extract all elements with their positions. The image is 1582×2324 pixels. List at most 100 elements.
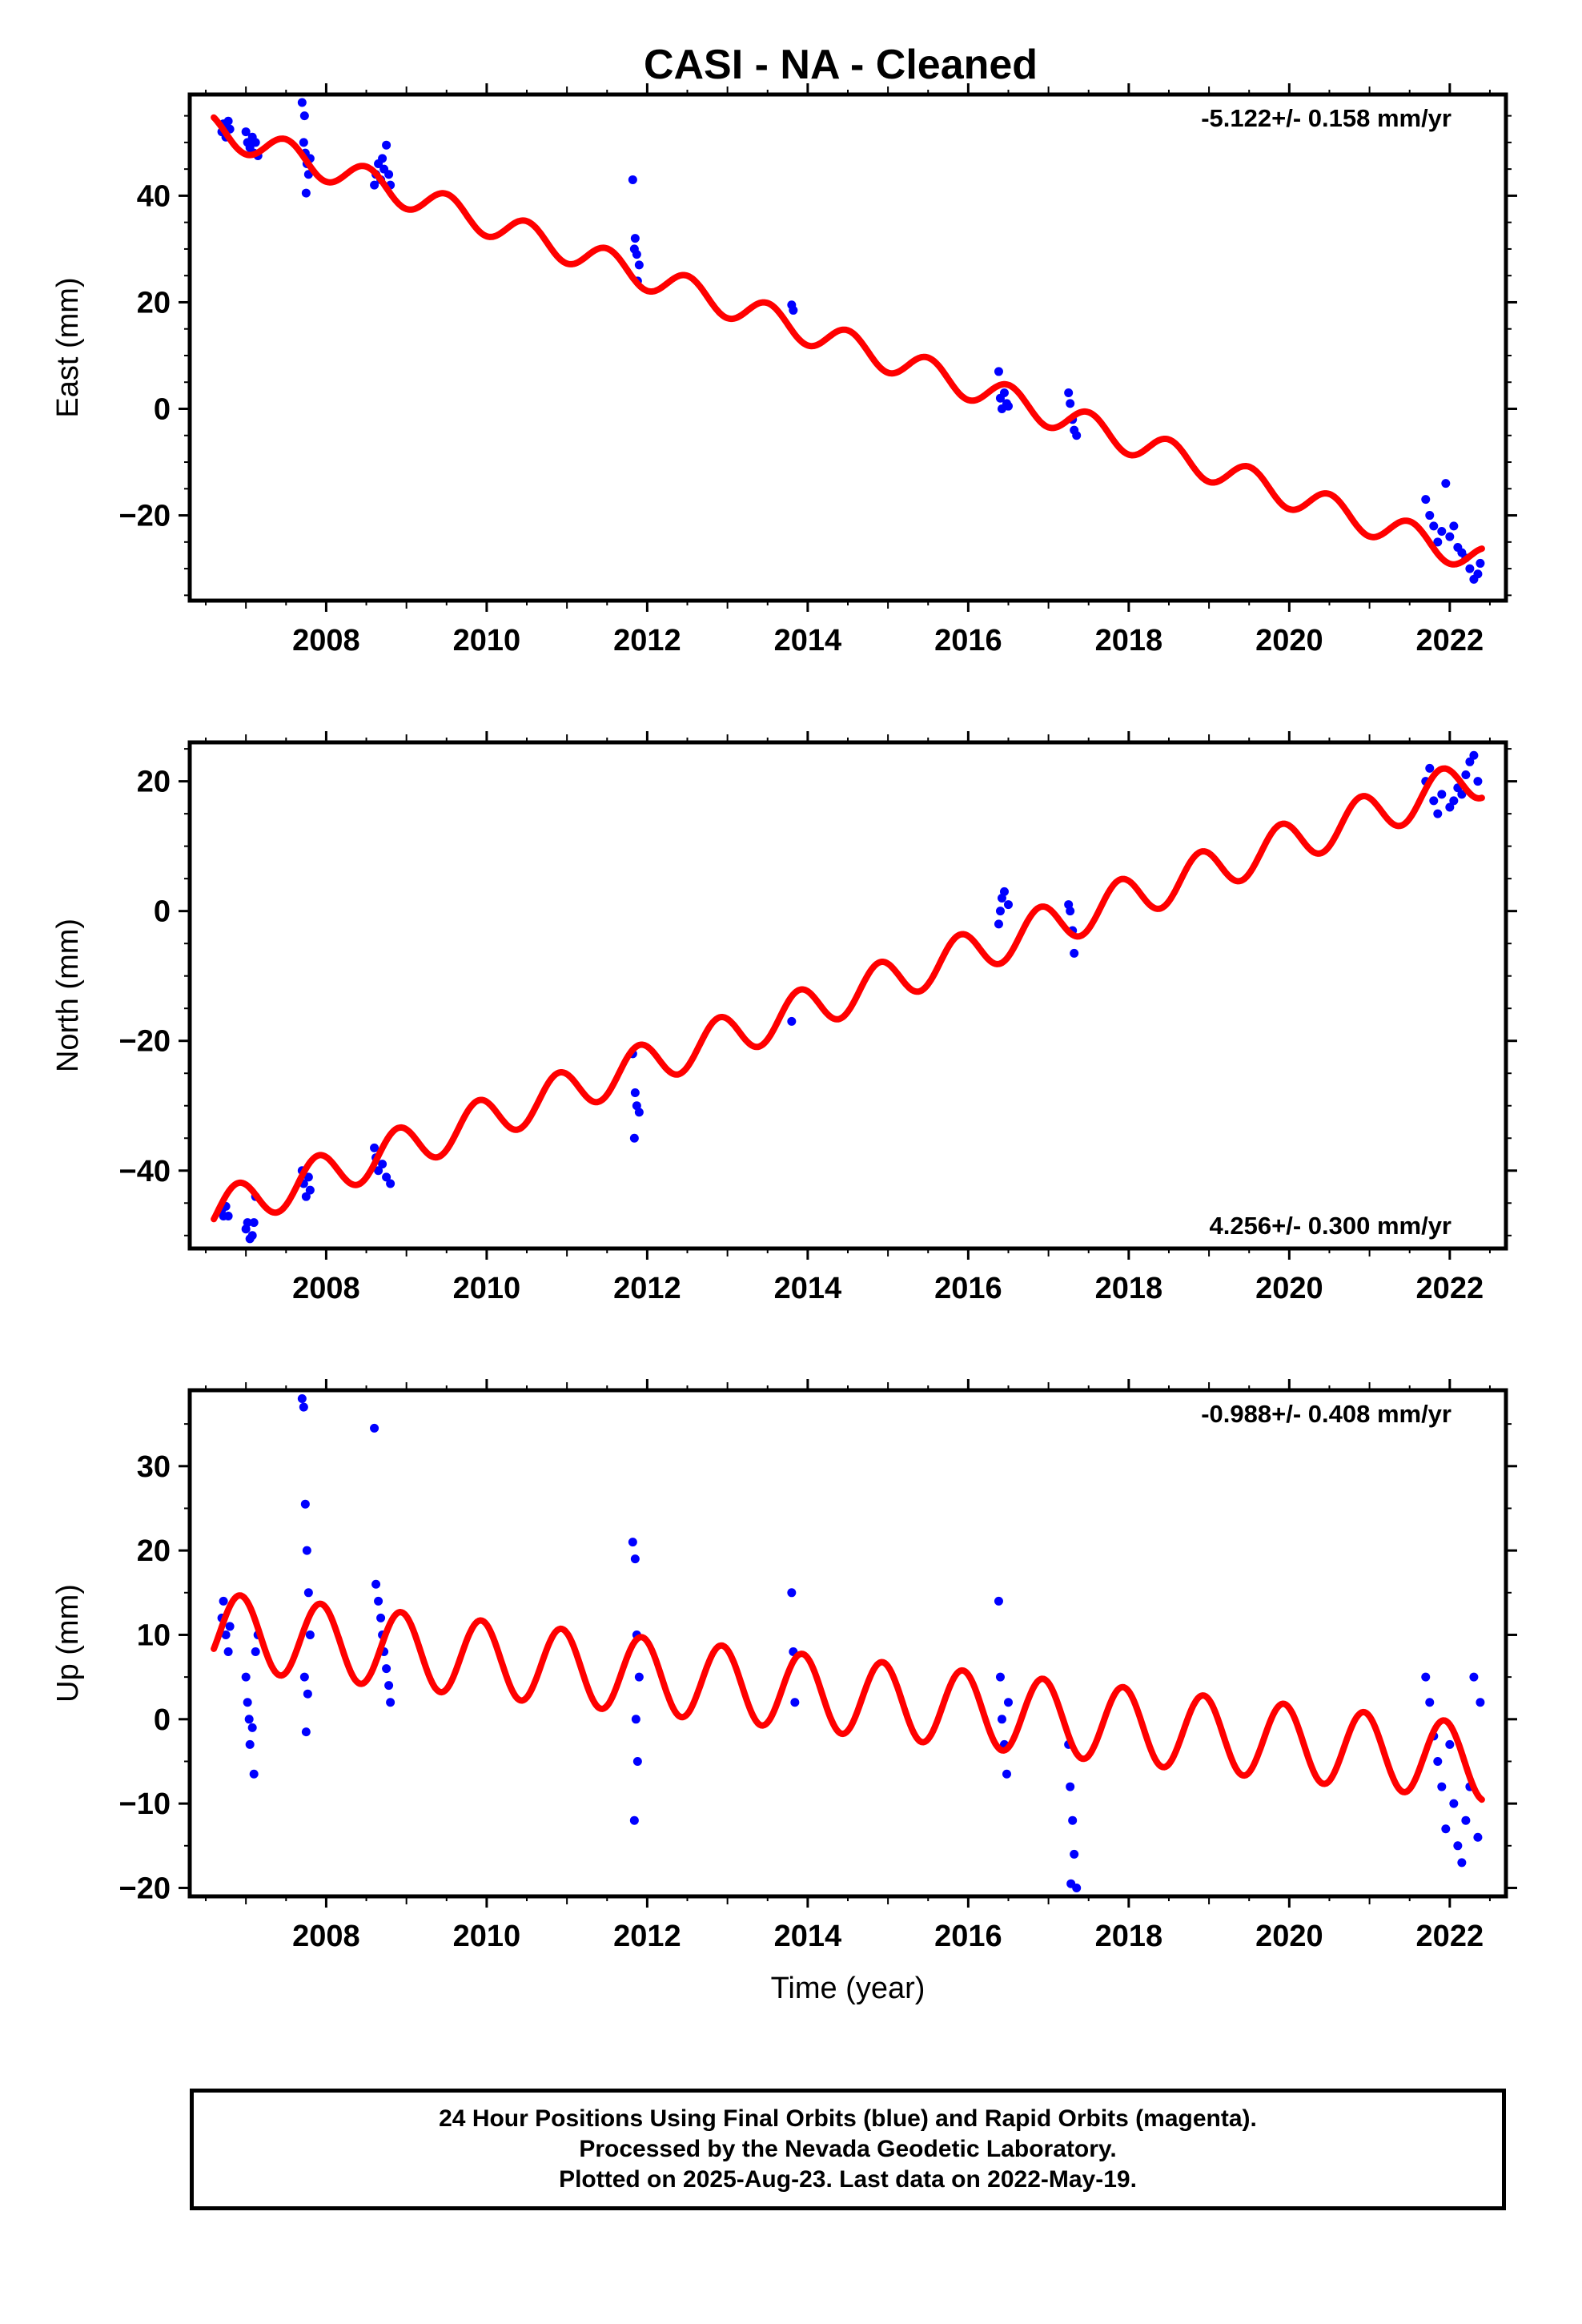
x-tick-label: 2014 xyxy=(774,624,842,657)
data-point xyxy=(994,367,1003,376)
data-point xyxy=(630,1554,640,1564)
data-point xyxy=(1473,777,1483,786)
data-point xyxy=(634,1108,644,1117)
data-point xyxy=(1433,809,1443,818)
data-point xyxy=(1457,1858,1467,1868)
y-axis-label: East (mm) xyxy=(51,277,85,417)
footer-line-dates: Plotted on 2025-Aug-23. Last data on 202… xyxy=(559,2166,1137,2193)
footer-caption-box: 24 Hour Positions Using Final Orbits (bl… xyxy=(190,2089,1506,2210)
x-tick-label: 2012 xyxy=(613,1272,681,1305)
data-point xyxy=(1469,1672,1479,1682)
x-tick-label: 2008 xyxy=(292,624,360,657)
data-point xyxy=(1425,511,1435,521)
data-point xyxy=(1449,796,1459,806)
x-tick-label: 2012 xyxy=(613,1920,681,1953)
data-point xyxy=(370,1423,379,1433)
data-point xyxy=(997,1715,1006,1724)
data-point xyxy=(382,1664,391,1674)
data-point xyxy=(241,1672,251,1682)
data-point xyxy=(1070,1849,1079,1859)
y-axis-label: North (mm) xyxy=(51,919,85,1072)
data-point xyxy=(1429,796,1439,806)
x-tick-label: 2022 xyxy=(1416,624,1484,657)
data-point xyxy=(374,1166,383,1176)
x-tick-label: 2014 xyxy=(774,1272,842,1305)
data-point xyxy=(1445,802,1455,812)
data-point xyxy=(301,188,311,198)
data-point xyxy=(386,1179,396,1188)
data-point xyxy=(243,1218,252,1228)
data-point xyxy=(247,1231,257,1240)
data-point xyxy=(1437,527,1447,537)
data-point xyxy=(1068,1815,1078,1825)
data-point xyxy=(1066,399,1075,408)
data-point xyxy=(243,1698,252,1707)
data-point xyxy=(628,175,637,184)
data-point xyxy=(1433,1756,1443,1766)
y-tick-label: 10 xyxy=(137,1618,171,1652)
y-tick-label: 40 xyxy=(137,179,171,213)
data-point xyxy=(376,1613,386,1622)
data-point xyxy=(790,1698,800,1707)
panel-1: −20 0 20 40 2008 2010 2012 2014 2016 2018 2020 2022… xyxy=(51,83,1517,657)
data-point xyxy=(1066,1782,1075,1791)
data-point xyxy=(1461,1815,1471,1825)
data-point xyxy=(1476,558,1485,568)
data-point xyxy=(787,1016,797,1026)
data-point xyxy=(244,1715,254,1724)
data-point xyxy=(249,1218,259,1228)
data-point xyxy=(301,1727,311,1737)
data-point xyxy=(225,1622,235,1631)
data-point xyxy=(305,1185,315,1195)
data-point xyxy=(1445,1739,1455,1749)
data-point xyxy=(1445,532,1455,541)
data-point xyxy=(1425,763,1435,773)
data-point xyxy=(301,1192,311,1201)
data-point xyxy=(1476,1698,1485,1707)
data-point xyxy=(1473,1832,1483,1842)
y-tick-label: 0 xyxy=(154,895,171,929)
data-point xyxy=(1066,1879,1076,1888)
data-point xyxy=(1425,1698,1435,1707)
data-point xyxy=(1433,537,1443,547)
x-tick-label: 2018 xyxy=(1095,1920,1163,1953)
data-point xyxy=(632,1756,642,1766)
footer-line-orbits: 24 Hour Positions Using Final Orbits (bl… xyxy=(439,2105,1257,2132)
data-point xyxy=(303,1172,313,1182)
data-point xyxy=(384,1681,394,1691)
model-curve xyxy=(211,114,1485,568)
data-point xyxy=(1473,569,1483,579)
data-point xyxy=(251,1647,260,1657)
data-point xyxy=(1421,495,1431,505)
data-point xyxy=(386,1698,396,1707)
data-point xyxy=(1003,900,1013,910)
data-point xyxy=(994,1596,1003,1606)
x-tick-label: 2020 xyxy=(1255,624,1323,657)
data-point xyxy=(251,138,260,147)
data-point xyxy=(1465,757,1475,766)
y-tick-label: −40 xyxy=(119,1155,171,1188)
data-point xyxy=(382,140,391,150)
data-point xyxy=(370,180,379,190)
data-point xyxy=(629,1815,639,1825)
data-point xyxy=(1002,1769,1011,1779)
data-point xyxy=(1003,401,1013,411)
y-tick-label: −10 xyxy=(119,1787,171,1821)
data-point xyxy=(378,154,387,163)
data-point xyxy=(787,1588,797,1598)
data-point xyxy=(299,1672,309,1682)
data-point xyxy=(1070,948,1079,958)
data-point xyxy=(219,1596,228,1606)
data-point xyxy=(299,111,309,121)
data-point xyxy=(1003,1698,1013,1707)
data-point xyxy=(297,1394,307,1404)
plot-area xyxy=(211,98,1485,584)
data-point xyxy=(370,1143,379,1152)
data-point xyxy=(1457,790,1467,799)
y-tick-label: 20 xyxy=(137,1534,171,1568)
data-point xyxy=(382,1172,391,1182)
data-point xyxy=(1437,790,1447,799)
model-curve xyxy=(211,1592,1485,1803)
data-point xyxy=(305,1630,315,1639)
data-point xyxy=(378,1160,387,1169)
